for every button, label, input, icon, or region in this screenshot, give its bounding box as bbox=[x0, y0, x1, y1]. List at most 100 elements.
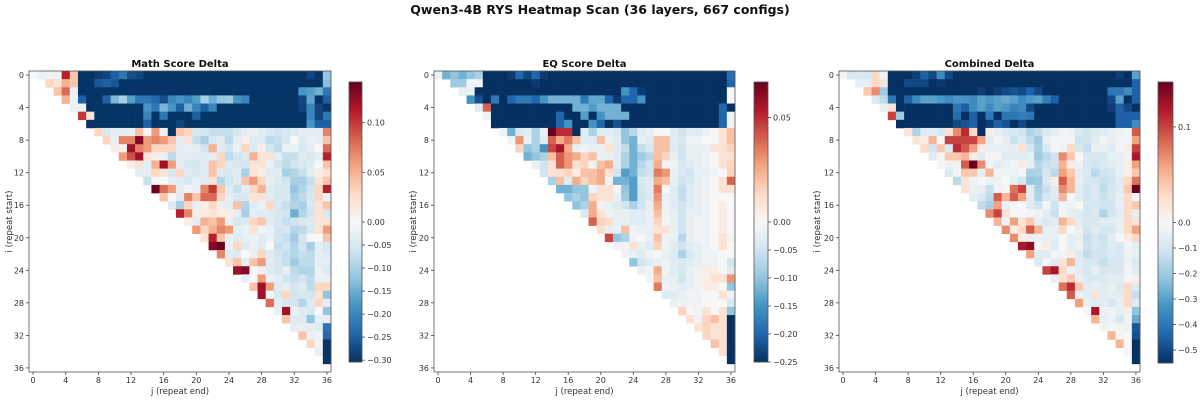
heatmap-cell-i18-j22 bbox=[612, 217, 622, 226]
heatmap-cell-i0-j15 bbox=[961, 71, 970, 80]
heatmap-cell-i12-j22 bbox=[1017, 168, 1027, 178]
colorbar-segment bbox=[754, 174, 768, 177]
heatmap-cell-i3-j29 bbox=[1074, 95, 1084, 104]
heatmap-cell-i1-j35 bbox=[718, 79, 728, 88]
heatmap-cell-i8-j26 bbox=[1050, 136, 1059, 145]
heatmap-cell-i13-j34 bbox=[306, 176, 315, 186]
heatmap-cell-i1-j14 bbox=[547, 79, 557, 88]
heatmap-cell-i4-j21 bbox=[1009, 103, 1019, 112]
heatmap-cell-i20-j29 bbox=[265, 233, 275, 243]
heatmap-cell-i21-j34 bbox=[306, 241, 315, 251]
heatmap-cell-i4-j27 bbox=[1058, 103, 1068, 112]
heatmap-cell-i26-j27 bbox=[1058, 282, 1068, 291]
heatmap-cell-i4-j19 bbox=[184, 103, 193, 112]
heatmap-cell-i18-j19 bbox=[184, 217, 193, 226]
heatmap-cell-i15-j19 bbox=[993, 193, 1003, 202]
heatmap-cell-i3-j21 bbox=[200, 95, 209, 104]
heatmap-cell-i10-j24 bbox=[629, 152, 638, 161]
heatmap-cell-i9-j20 bbox=[192, 144, 201, 153]
heatmap-cell-i19-j20 bbox=[596, 225, 606, 235]
heatmap-cell-i3-j7 bbox=[490, 95, 500, 104]
heatmap-cell-i7-j31 bbox=[282, 127, 291, 137]
heatmap-cell-i8-j23 bbox=[216, 136, 226, 145]
heatmap-cell-i6-j22 bbox=[612, 119, 622, 129]
colorbar-segment bbox=[349, 116, 362, 119]
heatmap-cell-i14-j16 bbox=[159, 184, 169, 194]
heatmap-cell-i9-j28 bbox=[1066, 144, 1076, 153]
y-tick-label: 4 bbox=[829, 104, 834, 113]
heatmap-cell-i27-j36 bbox=[1131, 290, 1141, 300]
heatmap-cell-i26-j34 bbox=[306, 282, 315, 291]
heatmap-cell-i1-j18 bbox=[175, 79, 185, 88]
heatmap-cell-i22-j36 bbox=[1131, 249, 1141, 259]
heatmap-cell-i6-j35 bbox=[718, 119, 728, 129]
colorbar-segment bbox=[754, 108, 768, 111]
heatmap-cell-i1-j7 bbox=[86, 79, 95, 88]
heatmap-cell-i6-j33 bbox=[1107, 119, 1116, 129]
heatmap-cell-i11-j16 bbox=[159, 160, 169, 169]
colorbar-segment bbox=[1158, 288, 1173, 292]
heatmap-cell-i2-j10 bbox=[515, 87, 524, 96]
heatmap-cell-i14-j24 bbox=[629, 184, 638, 194]
heatmap-cell-i22-j27 bbox=[653, 249, 663, 259]
heatmap-cell-i9-j20 bbox=[1001, 144, 1011, 153]
heatmap-cell-i3-j20 bbox=[596, 95, 606, 104]
heatmap-cell-i21-j30 bbox=[273, 241, 283, 251]
heatmap-cell-i13-j18 bbox=[985, 176, 994, 186]
colorbar-segment bbox=[754, 148, 768, 151]
colorbar-segment bbox=[754, 120, 768, 123]
heatmap-cell-i26-j35 bbox=[1123, 282, 1133, 291]
colorbar-segment bbox=[754, 190, 768, 193]
heatmap-cell-i17-j36 bbox=[726, 209, 736, 218]
heatmap-cell-i7-j13 bbox=[539, 127, 549, 137]
colorbar-segment bbox=[1158, 134, 1173, 137]
heatmap-cell-i10-j24 bbox=[224, 152, 234, 161]
colorbar-segment bbox=[349, 282, 362, 285]
heatmap-cell-i14-j15 bbox=[961, 184, 970, 194]
heatmap-cell-i8-j11 bbox=[928, 136, 937, 145]
heatmap-cell-i22-j24 bbox=[1034, 249, 1043, 259]
colorbar-segment bbox=[1158, 238, 1173, 241]
heatmap-cell-i5-j19 bbox=[184, 111, 193, 121]
heatmap-cell-i19-j30 bbox=[273, 225, 283, 235]
colorbar-segment bbox=[349, 276, 362, 279]
colorbar-segment bbox=[754, 314, 768, 317]
heatmap-cell-i17-j18 bbox=[985, 209, 994, 218]
colorbar-segment bbox=[1158, 228, 1173, 231]
heatmap-cell-i34-j35 bbox=[1123, 347, 1133, 357]
heatmap-cell-i17-j34 bbox=[710, 209, 720, 218]
heatmap-cell-i12-j31 bbox=[282, 168, 291, 178]
colorbar-segment bbox=[754, 202, 768, 205]
colorbar-segment bbox=[754, 312, 768, 315]
heatmap-cell-i20-j26 bbox=[241, 233, 250, 243]
heatmap-cell-i9-j20 bbox=[596, 144, 606, 153]
heatmap-cell-i30-j35 bbox=[718, 315, 728, 324]
heatmap-cell-i0-j4 bbox=[466, 71, 475, 80]
heatmap-cell-i3-j18 bbox=[985, 95, 994, 104]
heatmap-cell-i0-j26 bbox=[241, 71, 250, 80]
heatmap-cell-i8-j20 bbox=[596, 136, 606, 145]
colorbar-segment bbox=[1158, 342, 1173, 346]
heatmap-cell-i6-j26 bbox=[645, 119, 654, 129]
heatmap-cell-i1-j35 bbox=[1123, 79, 1133, 88]
heatmap-cell-i13-j30 bbox=[678, 176, 687, 186]
heatmap-cell-i9-j12 bbox=[936, 144, 946, 153]
heatmap-cell-i2-j6 bbox=[77, 87, 87, 96]
heatmap-cell-i3-j12 bbox=[936, 95, 946, 104]
colorbar-segment bbox=[754, 86, 768, 89]
heatmap-cell-i0-j7 bbox=[86, 71, 95, 80]
heatmap-cell-i15-j19 bbox=[588, 193, 598, 202]
figure-title: Qwen3-4B RYS Heatmap Scan (36 layers, 66… bbox=[410, 2, 789, 17]
heatmap-cell-i9-j25 bbox=[233, 144, 242, 153]
heatmap-cell-i25-j32 bbox=[1099, 274, 1108, 283]
colorbar-segment bbox=[754, 240, 768, 243]
colorbar-segment bbox=[349, 270, 362, 273]
heatmap-cell-i4-j5 bbox=[474, 103, 484, 112]
heatmap-cell-i10-j16 bbox=[969, 152, 978, 161]
heatmap-cell-i1-j13 bbox=[135, 79, 144, 88]
heatmap-cell-i5-j14 bbox=[952, 111, 962, 121]
heatmap-cell-i29-j31 bbox=[1091, 306, 1100, 316]
heatmap-cell-i5-j9 bbox=[102, 111, 111, 121]
heatmap-cell-i23-j33 bbox=[1107, 258, 1116, 267]
